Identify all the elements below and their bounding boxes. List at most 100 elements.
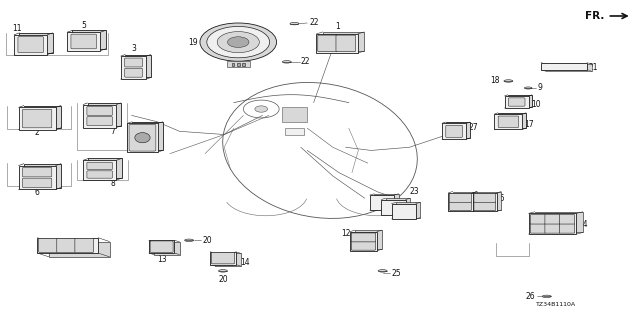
Bar [227,60,250,67]
Bar [396,202,420,218]
FancyBboxPatch shape [474,202,495,211]
Text: 17: 17 [524,120,534,129]
Ellipse shape [217,32,259,52]
Text: 16: 16 [100,245,109,254]
Text: 20: 20 [218,275,228,284]
FancyBboxPatch shape [125,58,143,67]
Bar [24,164,61,188]
FancyBboxPatch shape [318,35,337,52]
FancyBboxPatch shape [87,117,113,125]
Bar [529,213,577,234]
Polygon shape [541,62,587,69]
Text: 1: 1 [335,22,340,31]
Bar [374,194,399,209]
FancyBboxPatch shape [545,215,560,224]
Circle shape [255,106,268,112]
Text: 2: 2 [35,127,40,137]
Bar [535,212,583,233]
Text: 27: 27 [468,123,478,132]
Bar [154,242,179,255]
Bar [14,35,47,54]
Text: 22: 22 [301,57,310,66]
FancyBboxPatch shape [351,233,376,242]
Text: 19: 19 [188,38,197,47]
Bar [350,232,377,251]
FancyBboxPatch shape [531,224,545,233]
Text: 15: 15 [495,194,505,204]
Text: 6: 6 [35,188,40,197]
FancyBboxPatch shape [38,238,58,252]
Text: 20: 20 [202,236,212,245]
Ellipse shape [228,37,249,47]
Ellipse shape [378,270,387,272]
Bar [127,123,158,152]
Bar [83,105,116,127]
FancyBboxPatch shape [87,171,113,178]
FancyBboxPatch shape [22,167,52,177]
FancyBboxPatch shape [211,252,234,264]
Text: 7: 7 [111,127,115,136]
Bar [24,106,61,128]
Polygon shape [37,238,98,253]
Bar [242,62,244,66]
Text: 22: 22 [309,19,319,28]
FancyBboxPatch shape [71,34,97,49]
Ellipse shape [207,27,269,58]
FancyBboxPatch shape [474,194,495,202]
Bar [210,252,236,265]
Bar [386,198,410,213]
Bar [381,199,406,215]
Bar [83,160,116,180]
Ellipse shape [282,61,291,63]
Ellipse shape [290,22,299,25]
Text: 18: 18 [491,76,500,85]
FancyBboxPatch shape [87,162,113,170]
Ellipse shape [135,132,150,143]
Ellipse shape [524,87,532,89]
Ellipse shape [542,295,551,298]
Bar [19,33,52,52]
Bar [442,123,467,139]
Ellipse shape [504,80,513,82]
Bar [370,195,394,210]
Text: 14: 14 [240,258,250,267]
Polygon shape [49,242,109,257]
Bar [67,32,100,51]
FancyBboxPatch shape [18,37,44,52]
Bar [125,54,151,77]
Text: 11: 11 [12,24,21,33]
Bar [472,193,497,211]
Text: 26: 26 [525,292,535,301]
Polygon shape [546,64,592,71]
FancyBboxPatch shape [450,202,471,211]
Bar [285,128,304,134]
Bar [121,56,147,79]
FancyBboxPatch shape [498,116,518,127]
Ellipse shape [218,270,227,272]
Text: 24: 24 [579,220,588,229]
Bar [72,30,106,49]
Bar [19,108,56,130]
FancyBboxPatch shape [508,98,525,106]
FancyBboxPatch shape [125,68,143,77]
FancyBboxPatch shape [75,238,93,252]
Text: 5: 5 [81,21,86,30]
FancyBboxPatch shape [22,178,52,188]
Text: 23: 23 [410,188,419,196]
Text: 21: 21 [588,63,598,72]
Text: 12: 12 [341,229,351,238]
Bar [453,192,477,210]
FancyBboxPatch shape [545,224,560,233]
Text: 25: 25 [392,268,401,278]
FancyBboxPatch shape [446,125,463,137]
Bar [392,204,416,219]
Text: 3: 3 [131,44,136,53]
FancyBboxPatch shape [22,109,52,128]
Text: 13: 13 [157,255,166,264]
Text: FR.: FR. [585,11,604,21]
Bar [317,34,358,53]
Bar [149,240,174,253]
Bar [19,165,56,189]
Text: 8: 8 [111,179,115,188]
Bar [355,230,382,249]
